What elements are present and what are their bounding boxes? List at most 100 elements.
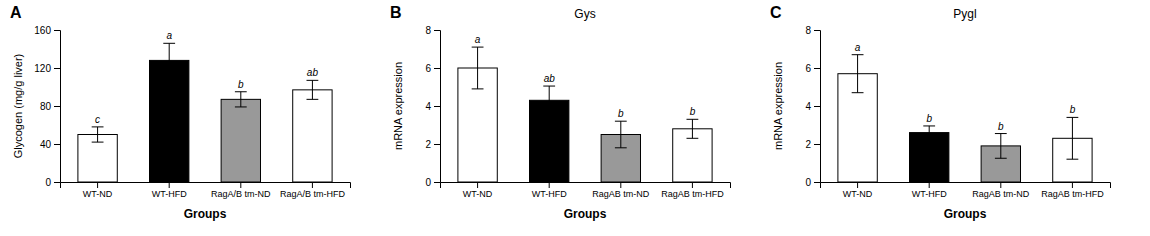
panel-label: B: [390, 4, 402, 21]
y-axis-title: Glycogen (mg/g liver): [12, 54, 24, 159]
bar: [221, 99, 260, 182]
y-axis-line: [814, 31, 821, 183]
x-tick: WT-ND: [843, 182, 873, 199]
y-tick-mark: [434, 68, 440, 69]
x-tick-label: WT-ND: [83, 189, 113, 199]
error-bar: [163, 43, 175, 77]
error-bar: [92, 127, 104, 142]
error-bar: [923, 126, 935, 139]
sig-label: b: [926, 113, 932, 124]
x-tick-mark: [97, 182, 98, 188]
error-bar: [687, 119, 699, 138]
panel: aabbb 0 2 4 6 8 WT-ND WT-HFD RagAB tm-ND RagAB tm…: [390, 4, 731, 221]
sig-labels: aabbb: [475, 34, 696, 119]
x-tick: RagAB tm-ND: [592, 182, 650, 199]
sig-label: b: [690, 106, 696, 117]
y-tick-label: 80: [40, 101, 52, 112]
y-tick: 2: [805, 139, 820, 150]
y-axis: 0 2 4 6 8: [425, 25, 440, 188]
title: Gys: [574, 7, 595, 21]
y-tick-mark: [814, 144, 820, 145]
y-tick: 0: [425, 177, 440, 188]
x-tick-mark: [1000, 182, 1001, 188]
x-tick-mark: [692, 182, 693, 188]
y-tick-mark: [814, 30, 820, 31]
y-axis-title: mRNA expression: [392, 62, 404, 150]
y-tick-label: 0: [805, 177, 811, 188]
y-tick-label: 6: [425, 63, 431, 74]
y-axis: 0 2 4 6 8: [805, 25, 820, 188]
y-tick-label: 160: [34, 25, 51, 36]
x-tick-label: RagAB tm-ND: [592, 189, 650, 199]
error-bar: [995, 134, 1007, 159]
y-tick-mark: [814, 106, 820, 107]
y-tick-label: 2: [425, 139, 431, 150]
y-tick: 2: [425, 139, 440, 150]
x-tick-label: WT-HFD: [152, 189, 187, 199]
x-tick-label: RagA/B tm-ND: [211, 189, 271, 199]
x-tick-mark: [929, 182, 930, 188]
y-tick: 4: [805, 101, 820, 112]
y-tick: 160: [34, 25, 60, 36]
x-axis: WT-NDWT-HFDRagAB tm-NDRagAB tm-HFD: [821, 182, 1111, 199]
panel: cabab04080120160WT-NDWT-HFDRagA/B tm-NDR…: [10, 4, 351, 221]
sig-label: a: [855, 42, 861, 53]
panel-label: C: [770, 4, 782, 21]
y-tick-label: 8: [425, 25, 431, 36]
panel: abbb02468WT-NDWT-HFDRagAB tm-NDRagAB tm-…: [770, 4, 1111, 221]
x-axis: WT-ND WT-HFD RagA/B tm-ND RagA/B tm-HFD: [61, 182, 351, 199]
bar: [150, 60, 189, 182]
y-tick-mark: [434, 106, 440, 107]
y-tick: 40: [40, 139, 60, 150]
y-tick-label: 4: [805, 101, 811, 112]
error-bar: [1067, 117, 1079, 159]
y-tick: 80: [40, 101, 60, 112]
x-axis-title: Groups: [564, 207, 607, 221]
x-axis: WT-ND WT-HFD RagAB tm-ND RagAB tm-HFD: [441, 182, 731, 199]
x-tick-label: RagAB tm-HFD: [661, 189, 724, 199]
x-tick-label: WT-ND: [463, 189, 493, 199]
error-bar: [852, 55, 864, 93]
x-tick: WT-HFD: [152, 182, 187, 199]
x-tick-mark: [1072, 182, 1073, 188]
sig-label: b: [998, 121, 1004, 132]
error-bar: [307, 80, 319, 99]
marks: [458, 47, 712, 182]
y-tick-label: 2: [805, 139, 811, 150]
y-tick-mark: [814, 182, 820, 183]
x-axis-title: Groups: [944, 207, 987, 221]
x-tick: RagAB tm-HFD: [661, 182, 724, 199]
y-tick-label: 0: [45, 177, 51, 188]
x-tick-label: RagAB tm-HFD: [1041, 189, 1104, 199]
error-bar: [615, 121, 627, 148]
x-tick: RagA/B tm-HFD: [280, 182, 346, 199]
x-tick-label: RagA/B tm-HFD: [280, 189, 346, 199]
sig-labels: cabab: [95, 30, 318, 125]
x-tick-mark: [620, 182, 621, 188]
y-axis-line: [54, 31, 61, 183]
y-tick-label: 6: [805, 63, 811, 74]
x-tick-mark: [240, 182, 241, 188]
x-tick: RagA/B tm-ND: [211, 182, 271, 199]
y-tick: 0: [45, 177, 60, 188]
y-tick: 4: [425, 101, 440, 112]
marks: [78, 43, 332, 182]
x-tick: RagAB tm-ND: [972, 182, 1030, 199]
x-tick: WT-ND: [463, 182, 493, 199]
x-tick: WT-ND: [83, 182, 113, 199]
x-axis-line: [441, 183, 731, 189]
x-tick-mark: [312, 182, 313, 188]
y-tick: 6: [425, 63, 440, 74]
error-bar: [543, 86, 555, 115]
y-tick: 0: [805, 177, 820, 188]
x-tick-mark: [549, 182, 550, 188]
title: Pygl: [953, 7, 976, 21]
y-tick-mark: [54, 106, 60, 107]
x-axis-line: [61, 183, 351, 189]
x-tick-label: RagAB tm-ND: [972, 189, 1030, 199]
x-tick-label: WT-HFD: [532, 189, 567, 199]
y-tick: 8: [805, 25, 820, 36]
figure: cabab04080120160WT-NDWT-HFDRagA/B tm-NDR…: [0, 0, 1150, 236]
bar: [910, 133, 949, 182]
sig-labels: abbb: [855, 42, 1076, 132]
